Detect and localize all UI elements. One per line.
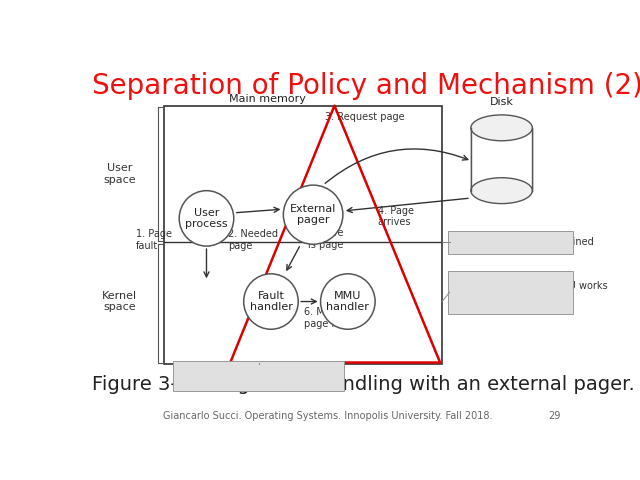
Text: User
space: User space [104, 163, 136, 185]
Ellipse shape [321, 274, 375, 329]
Ellipse shape [179, 191, 234, 246]
FancyBboxPatch shape [448, 271, 573, 314]
Text: 1. Page
fault: 1. Page fault [136, 229, 172, 251]
FancyBboxPatch shape [173, 361, 344, 391]
FancyBboxPatch shape [448, 231, 573, 254]
Text: 6. Map
page in: 6. Map page in [304, 307, 340, 329]
Text: MMU
handler: MMU handler [326, 291, 369, 312]
Bar [164, 106, 442, 364]
Ellipse shape [284, 185, 343, 244]
Text: - Details of how the MMU works
- Machine dependent: - Details of how the MMU works - Machine… [454, 281, 608, 303]
Text: - Most of mechanism for paging
- Machine independent: - Most of mechanism for paging - Machine… [178, 366, 333, 387]
Text: External
pager: External pager [290, 204, 336, 226]
Ellipse shape [244, 274, 298, 329]
Text: 3. Request page: 3. Request page [325, 112, 405, 122]
Text: Giancarlo Succi. Operating Systems. Innopolis University. Fall 2018.: Giancarlo Succi. Operating Systems. Inno… [163, 410, 493, 420]
Text: User
process: User process [185, 207, 228, 229]
Ellipse shape [471, 115, 532, 141]
Text: Figure 3-29. Page fault handling with an external pager.: Figure 3-29. Page fault handling with an… [92, 375, 635, 395]
Text: Separation of Policy and Mechanism (2): Separation of Policy and Mechanism (2) [92, 72, 640, 100]
Bar [471, 128, 532, 191]
Text: Disk: Disk [490, 97, 513, 108]
FancyArrowPatch shape [325, 149, 468, 183]
Text: Fault
handler: Fault handler [250, 291, 292, 312]
Text: 2. Needed
page: 2. Needed page [228, 229, 278, 251]
Text: Kernel
space: Kernel space [102, 291, 137, 312]
Ellipse shape [471, 178, 532, 204]
Text: 4. Page
arrives: 4. Page arrives [378, 206, 413, 228]
Text: - Where policy is determined: - Where policy is determined [454, 238, 594, 247]
Text: 29: 29 [548, 410, 561, 420]
Text: Main memory: Main memory [229, 94, 306, 104]
Text: 5. Here
is page: 5. Here is page [308, 228, 344, 250]
